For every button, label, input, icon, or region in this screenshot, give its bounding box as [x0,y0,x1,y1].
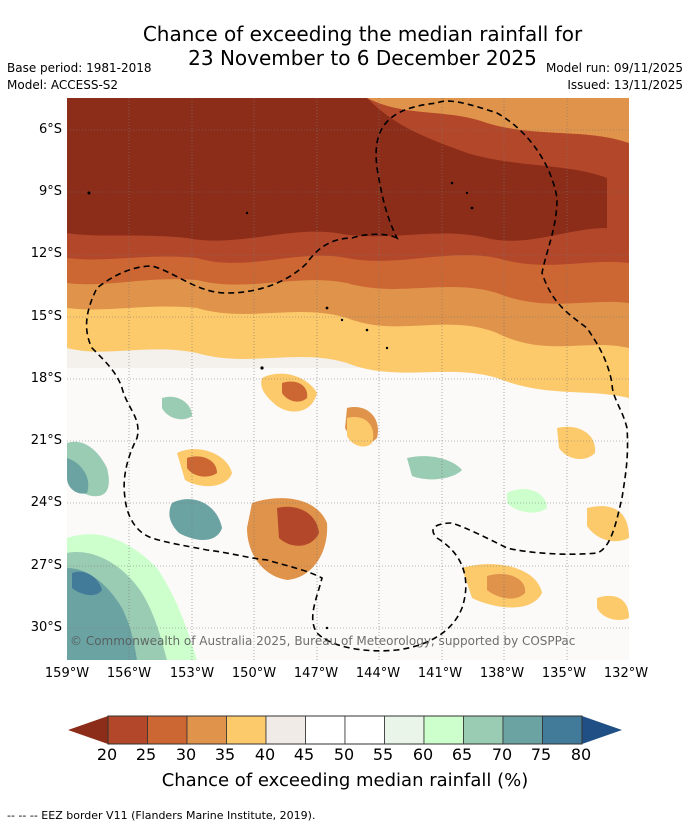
title-line-1: Chance of exceeding the median rainfall … [142,22,583,46]
colorbar-segment [265,715,306,745]
lon-label-147w: 147°W [293,666,339,681]
map-panel [67,98,629,660]
map-title: Chance of exceeding the median rainfall … [0,22,690,70]
zone-below-20 [67,98,607,241]
colorbar-title: Chance of exceeding median rainfall (%) [161,770,529,791]
lon-label-144w: 144°W [355,666,401,681]
blob-d-20 [277,506,319,546]
cb-tick-70: 70 [491,745,513,764]
colorbar-low-arrow [68,716,108,744]
blob-e-30 [487,573,526,599]
copyright-notice: © Commonwealth of Australia 2025, Bureau… [70,634,576,648]
colorbar-segment [423,715,464,745]
meta-left: Base period: 1981-2018 Model: ACCESS-S2 [7,60,152,94]
blob-a-25 [282,381,308,402]
colorbar-segments [107,715,583,745]
base-period: Base period: 1981-2018 [7,61,152,75]
model-name: Model: ACCESS-S2 [7,78,119,92]
cb-tick-40: 40 [254,745,276,764]
cb-tick-25: 25 [135,745,157,764]
cb-tick-30: 30 [175,745,197,764]
model-run: Model run: 09/11/2025 [545,61,683,75]
lat-label-30s: 30°S [30,620,62,635]
lon-label-159w: 159°W [44,666,90,681]
colorbar-outline [107,715,583,745]
colorbar-segment [305,715,346,745]
lat-label-21s: 21°S [30,433,62,448]
cb-tick-45: 45 [293,745,315,764]
colorbar-segment [344,715,385,745]
lat-label-27s: 27°S [30,558,62,573]
zone-75-80 [72,571,102,596]
lat-label-9s: 9°S [38,184,62,199]
lon-label-135w: 135°W [541,666,587,681]
cb-tick-50: 50 [333,745,355,764]
zone-ne-orange [367,98,629,143]
colorbar-segment [226,715,267,745]
lat-label-18s: 18°S [30,371,62,386]
zone-central-teal [169,499,222,540]
lat-label-12s: 12°S [30,246,62,261]
lat-label-6s: 6°S [38,122,62,137]
cb-tick-35: 35 [214,745,236,764]
zone-mid-green [407,456,462,480]
blob-c-25 [187,456,217,477]
blob-h-35 [557,426,596,460]
zone-small-green [162,396,192,420]
eez-legend-note: -- -- -- EEZ border V11 (Flanders Marine… [7,809,316,822]
lon-label-141w: 141°W [417,666,463,681]
colorbar-segment [502,715,543,745]
lat-label-15s: 15°S [30,309,62,324]
lon-label-150w: 150°W [231,666,277,681]
cb-tick-80: 80 [570,745,592,764]
rainfall-map [67,98,629,660]
colorbar-segment [542,715,583,745]
cb-tick-55: 55 [372,745,394,764]
lon-label-138w: 138°W [479,666,525,681]
blob-i-35 [347,417,374,447]
lat-label-24s: 24°S [30,495,62,510]
colorbar-segment [186,715,227,745]
lon-label-153w: 153°W [169,666,215,681]
zone-east-green [507,488,547,513]
cb-tick-20: 20 [96,745,118,764]
colorbar-segment [384,715,425,745]
island-markers [87,181,474,630]
zone-west-teal [67,458,89,494]
blob-g-35 [597,595,629,620]
title-line-2: 23 November to 6 December 2025 [188,46,537,70]
lon-label-156w: 156°W [106,666,152,681]
lon-label-132w: 132°W [603,666,649,681]
graticule [67,98,629,660]
colorbar-high-arrow [582,716,622,744]
colorbar [68,715,622,745]
cb-tick-75: 75 [530,745,552,764]
cb-tick-60: 60 [412,745,434,764]
eez-border [85,100,629,652]
meta-right: Model run: 09/11/2025 Issued: 13/11/2025 [546,60,683,94]
issued-date: Issued: 13/11/2025 [567,78,683,92]
colorbar-segment [147,715,188,745]
cb-tick-65: 65 [451,745,473,764]
colorbar-segment [463,715,504,745]
colorbar-segment [107,715,148,745]
